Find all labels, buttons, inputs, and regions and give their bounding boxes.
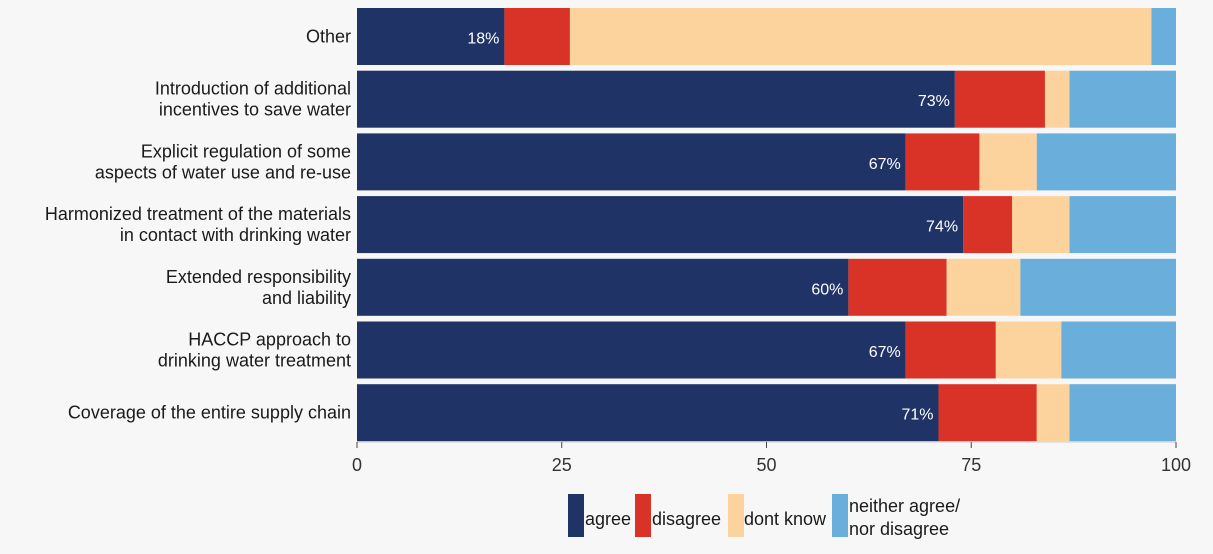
legend-swatch — [728, 494, 744, 537]
category-label: Coverage of the entire supply chain — [68, 403, 351, 423]
category-label: Harmonized treatment of the materials in … — [45, 204, 351, 245]
legend-label: disagree — [652, 509, 721, 529]
bar-neither-agree-3 — [1069, 196, 1176, 254]
data-label: 60% — [811, 281, 843, 298]
category-label: HACCP approach to drinking water treatmen… — [158, 330, 351, 371]
bar-neither-agree-2 — [1036, 133, 1176, 191]
bar-agree-4 — [357, 258, 849, 316]
bar-agree-0 — [357, 8, 505, 65]
legend-label: dont know — [744, 509, 827, 529]
legend-swatch — [832, 494, 848, 537]
bar-dont-know-0 — [569, 8, 1152, 65]
bar-disagree-6 — [938, 384, 1037, 442]
data-label: 73% — [918, 93, 950, 110]
bar-disagree-5 — [905, 321, 996, 379]
legend-label: agree — [585, 509, 631, 529]
data-label: 71% — [901, 407, 933, 424]
x-tick-label: 25 — [552, 455, 572, 475]
bar-agree-5 — [357, 321, 906, 379]
category-label: Other — [306, 27, 351, 47]
category-label: Extended responsibility and liability — [166, 267, 351, 308]
bar-dont-know-5 — [995, 321, 1062, 379]
bar-agree-2 — [357, 133, 906, 191]
legend: agree disagree dont know neither agree/nor … — [568, 494, 960, 539]
data-label: 74% — [926, 219, 958, 236]
bar-disagree-4 — [848, 258, 947, 316]
legend-label: neither agree/nor disagree — [849, 496, 960, 539]
bar-dont-know-3 — [1012, 196, 1070, 254]
bar-disagree-1 — [954, 70, 1045, 128]
bar-dont-know-1 — [1044, 70, 1070, 128]
bar-disagree-2 — [905, 133, 980, 191]
x-tick-label: 75 — [961, 455, 981, 475]
bar-dont-know-6 — [1036, 384, 1070, 442]
bar-neither-agree-5 — [1061, 321, 1176, 379]
bar-agree-1 — [357, 70, 955, 128]
bar-neither-agree-1 — [1069, 70, 1176, 128]
category-label: Explicit regulation of some aspects of wa… — [95, 141, 351, 182]
x-tick-label: 0 — [352, 455, 362, 475]
bar-disagree-0 — [504, 8, 570, 65]
data-label: 18% — [467, 31, 499, 48]
bars-layer: 18% 73% 67% 74% 60% 67% 71% — [357, 8, 1176, 442]
x-axis: 0 25 50 75 100 — [352, 441, 1191, 475]
legend-swatch — [568, 494, 584, 537]
bar-agree-6 — [357, 384, 939, 442]
bar-agree-3 — [357, 196, 964, 254]
category-labels: Other Introduction of additional incentive… — [45, 27, 351, 423]
bar-neither-agree-6 — [1069, 384, 1176, 442]
bar-neither-agree-0 — [1151, 8, 1176, 65]
bar-dont-know-4 — [946, 258, 1021, 316]
category-label: Introduction of additional incentives to … — [155, 79, 351, 120]
bar-dont-know-2 — [979, 133, 1037, 191]
bar-disagree-3 — [963, 196, 1013, 254]
bar-neither-agree-4 — [1020, 258, 1176, 316]
data-label: 67% — [869, 156, 901, 173]
x-tick-label: 50 — [756, 455, 776, 475]
x-tick-label: 100 — [1161, 455, 1191, 475]
data-label: 67% — [869, 344, 901, 361]
legend-swatch — [635, 494, 651, 537]
